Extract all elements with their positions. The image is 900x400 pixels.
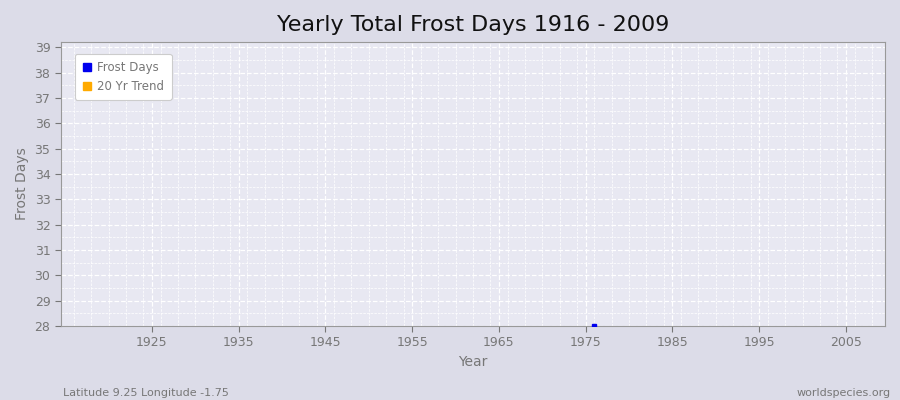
X-axis label: Year: Year bbox=[458, 355, 488, 369]
Title: Yearly Total Frost Days 1916 - 2009: Yearly Total Frost Days 1916 - 2009 bbox=[276, 15, 669, 35]
Legend: Frost Days, 20 Yr Trend: Frost Days, 20 Yr Trend bbox=[75, 54, 172, 100]
Y-axis label: Frost Days: Frost Days bbox=[15, 148, 29, 220]
Text: Latitude 9.25 Longitude -1.75: Latitude 9.25 Longitude -1.75 bbox=[63, 388, 229, 398]
Text: worldspecies.org: worldspecies.org bbox=[796, 388, 891, 398]
